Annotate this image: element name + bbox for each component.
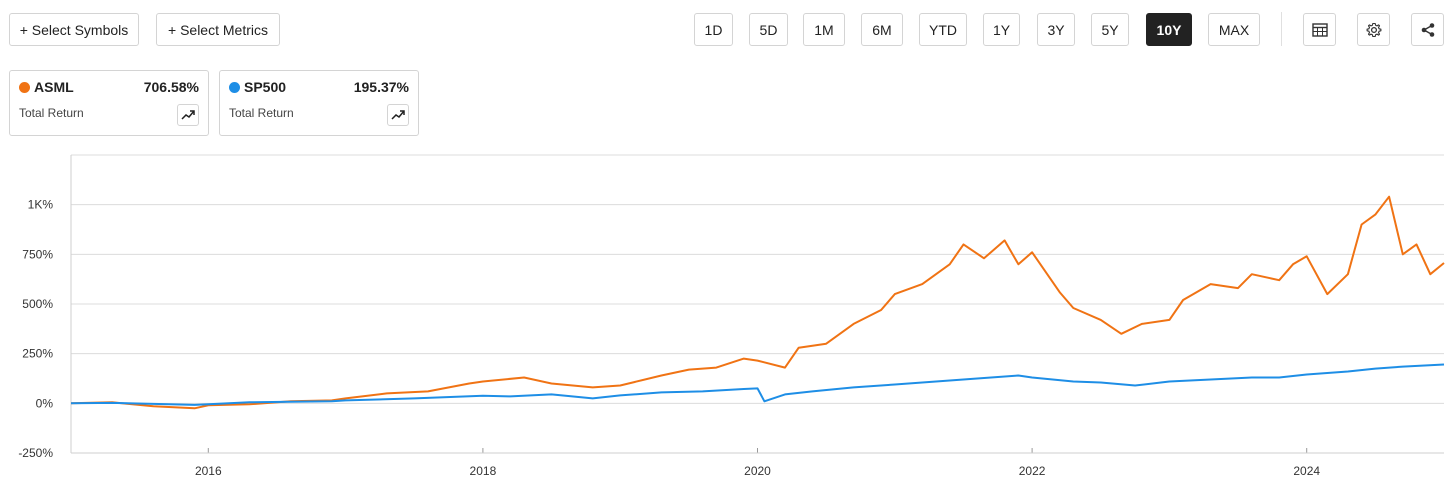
range-button-ytd[interactable]: YTD	[919, 13, 967, 46]
y-tick-label: 500%	[22, 297, 53, 311]
trend-toggle-button[interactable]	[387, 104, 409, 126]
trending-up-icon	[181, 110, 195, 120]
legend-symbol: SP500	[244, 79, 287, 95]
trend-toggle-button[interactable]	[177, 104, 199, 126]
y-tick-label: 0%	[36, 396, 54, 410]
legend-value: 706.58%	[143, 79, 199, 95]
toolbar-divider	[1281, 12, 1282, 46]
y-tick-label: -250%	[18, 446, 53, 460]
settings-icon	[1366, 22, 1381, 37]
table-icon	[1311, 22, 1328, 37]
range-button-1m[interactable]: 1M	[803, 13, 845, 46]
y-tick-label: 1K%	[28, 198, 54, 212]
select-symbols-button[interactable]: + Select Symbols	[9, 13, 139, 46]
legend-card-asml[interactable]: ASML 706.58% Total Return	[9, 70, 209, 136]
asml-color-dot	[19, 82, 30, 93]
range-button-6m[interactable]: 6M	[861, 13, 903, 46]
share-button[interactable]	[1411, 13, 1444, 46]
sp500-color-dot	[229, 82, 240, 93]
range-button-5y[interactable]: 5Y	[1091, 13, 1129, 46]
range-button-1d[interactable]: 1D	[694, 13, 733, 46]
legend-metric: Total Return	[19, 106, 84, 120]
series-line-asml	[70, 195, 1445, 410]
range-button-3y[interactable]: 3Y	[1037, 13, 1075, 46]
legend-symbol: ASML	[34, 79, 74, 95]
legend-metric: Total Return	[229, 106, 294, 120]
x-tick-label: 2018	[470, 464, 497, 478]
x-tick-label: 2016	[195, 464, 222, 478]
trending-up-icon	[391, 110, 405, 120]
range-button-1y[interactable]: 1Y	[983, 13, 1020, 46]
range-button-max[interactable]: MAX	[1208, 13, 1260, 46]
table-view-button[interactable]	[1303, 13, 1336, 46]
select-metrics-button[interactable]: + Select Metrics	[156, 13, 280, 46]
settings-button[interactable]	[1357, 13, 1390, 46]
x-tick-label: 2024	[1293, 464, 1320, 478]
range-button-5d[interactable]: 5D	[749, 13, 788, 46]
x-tick-label: 2020	[744, 464, 771, 478]
y-tick-label: 250%	[22, 347, 53, 361]
legend-value: 195.37%	[353, 79, 409, 95]
share-icon	[1421, 22, 1434, 37]
range-button-10y[interactable]: 10Y	[1146, 13, 1192, 46]
y-tick-label: 750%	[22, 247, 53, 261]
series-line-sp500	[70, 363, 1445, 406]
x-tick-label: 2022	[1019, 464, 1046, 478]
legend-card-sp500[interactable]: SP500 195.37% Total Return	[219, 70, 419, 136]
total-return-chart: -250% 0% 250% 500% 750% 1K% 2016 2018 2020 2022 20…	[18, 154, 1445, 478]
